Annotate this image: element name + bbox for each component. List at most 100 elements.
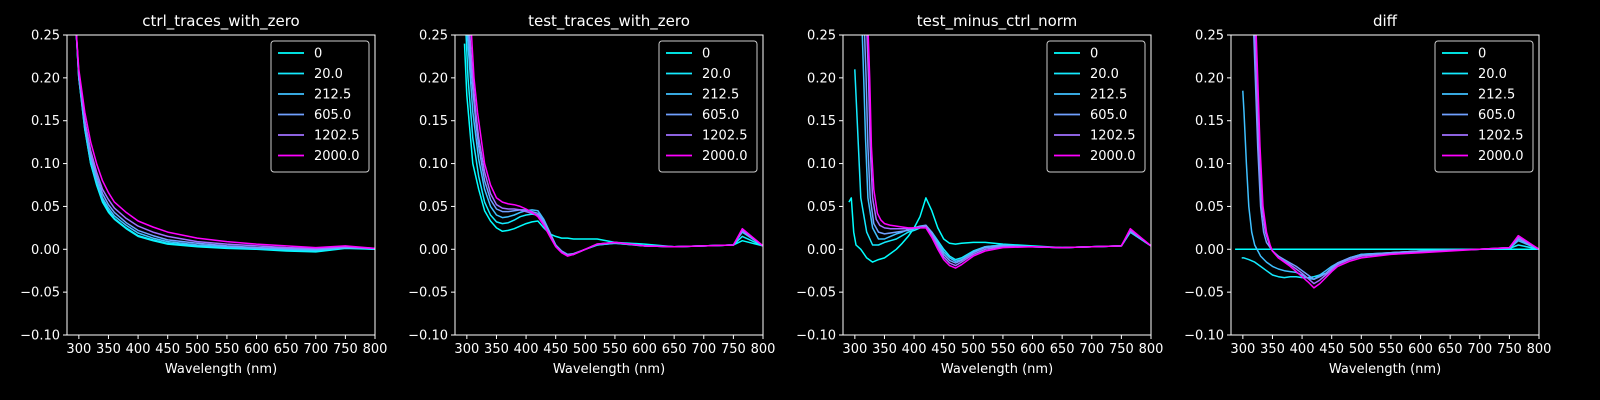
x-tick-label: 300 xyxy=(66,342,91,357)
y-tick-label: 0.20 xyxy=(31,71,60,86)
y-tick-label: 0.10 xyxy=(807,157,836,172)
legend-label: 20.0 xyxy=(702,67,731,82)
x-tick-label: 800 xyxy=(1139,342,1164,357)
axes-frame xyxy=(454,34,764,336)
x-tick-label: 650 xyxy=(1438,342,1463,357)
x-tick-label: 750 xyxy=(1497,342,1522,357)
series-line-212.5 xyxy=(75,35,375,251)
x-tick-label: 800 xyxy=(363,342,388,357)
x-tick-label: 300 xyxy=(842,342,867,357)
legend-label: 212.5 xyxy=(702,88,739,103)
axes-frame xyxy=(842,34,1152,336)
series-line-2000.0 xyxy=(75,35,375,250)
legend: 0 20.0 212.5 605.0 1202.5 2000.0 xyxy=(1434,40,1534,173)
subplot-2: 300 350 400 450 500 550 600 650 700 750 800 −0.10 −0… xyxy=(408,12,775,377)
x-tick-label: 300 xyxy=(1230,342,1255,357)
legend-label: 212.5 xyxy=(1090,88,1127,103)
x-tick-label: 400 xyxy=(126,342,151,357)
y-tick-label: 0.25 xyxy=(1195,29,1224,44)
y-tick-label: 0.05 xyxy=(807,200,836,215)
y-tick-label: −0.10 xyxy=(20,329,60,344)
x-tick-label: 450 xyxy=(931,342,956,357)
y-tick-label: −0.10 xyxy=(796,329,836,344)
legend-label: 2000.0 xyxy=(314,149,360,164)
legend-label: 2000.0 xyxy=(702,149,748,164)
x-tick-label: 700 xyxy=(691,342,716,357)
y-tick-label: 0.10 xyxy=(1195,157,1224,172)
x-tick-label: 600 xyxy=(1020,342,1045,357)
x-tick-label: 750 xyxy=(333,342,358,357)
legend-label: 605.0 xyxy=(702,108,739,123)
y-tick-label: 0.00 xyxy=(1195,243,1224,258)
x-tick-label: 550 xyxy=(991,342,1016,357)
y-tick-label: 0.15 xyxy=(1195,114,1224,129)
axes-frame xyxy=(66,34,376,336)
chart-title: ctrl_traces_with_zero xyxy=(142,12,299,31)
y-tick-label: −0.10 xyxy=(1184,329,1224,344)
x-tick-label: 500 xyxy=(1349,342,1374,357)
x-tick-label: 350 xyxy=(96,342,121,357)
y-tick-label: 0.25 xyxy=(419,29,448,44)
x-tick-label: 800 xyxy=(1527,342,1552,357)
legend-label: 1202.5 xyxy=(1478,129,1524,144)
x-tick-label: 600 xyxy=(1408,342,1433,357)
legend-label: 1202.5 xyxy=(314,129,360,144)
legend: 0 20.0 212.5 605.0 1202.5 2000.0 xyxy=(658,40,758,173)
y-tick-label: 0.00 xyxy=(419,243,448,258)
x-tick-label: 500 xyxy=(961,342,986,357)
subplots: 300 350 400 450 500 550 600 650 700 750 800 −0.10 −0… xyxy=(20,12,1551,377)
x-tick-label: 450 xyxy=(155,342,180,357)
series-group xyxy=(75,35,375,253)
x-axis-label: Wavelength (nm) xyxy=(165,362,277,377)
x-axis-label: Wavelength (nm) xyxy=(553,362,665,377)
series-line-605.0 xyxy=(75,35,375,251)
x-tick-label: 800 xyxy=(751,342,776,357)
y-tick-label: −0.05 xyxy=(408,286,448,301)
y-tick-label: −0.05 xyxy=(20,286,60,301)
legend-label: 605.0 xyxy=(314,108,351,123)
x-tick-label: 400 xyxy=(514,342,539,357)
legend: 0 20.0 212.5 605.0 1202.5 2000.0 xyxy=(1046,40,1146,173)
series-line-2000.0 xyxy=(867,35,1151,269)
x-tick-label: 350 xyxy=(484,342,509,357)
y-tick-label: 0.20 xyxy=(1195,71,1224,86)
chart-title: test_minus_ctrl_norm xyxy=(917,12,1078,31)
y-tick-label: −0.05 xyxy=(1184,286,1224,301)
legend-label: 20.0 xyxy=(1478,67,1507,82)
y-tick-label: 0.15 xyxy=(31,114,60,129)
x-tick-label: 400 xyxy=(1290,342,1315,357)
series-line-0 xyxy=(463,43,763,248)
axes-frame xyxy=(1230,34,1540,336)
y-tick-label: 0.00 xyxy=(807,243,836,258)
x-tick-label: 750 xyxy=(721,342,746,357)
x-tick-label: 650 xyxy=(662,342,687,357)
x-tick-label: 600 xyxy=(244,342,269,357)
y-tick-label: 0.25 xyxy=(31,29,60,44)
legend-label: 605.0 xyxy=(1090,108,1127,123)
y-tick-label: 0.05 xyxy=(31,200,60,215)
x-tick-label: 600 xyxy=(632,342,657,357)
legend-label: 2000.0 xyxy=(1090,149,1136,164)
legend: 0 20.0 212.5 605.0 1202.5 2000.0 xyxy=(270,40,370,173)
series-group xyxy=(848,35,1151,269)
x-tick-label: 500 xyxy=(573,342,598,357)
series-line-1202.5 xyxy=(75,35,375,250)
x-tick-label: 650 xyxy=(1050,342,1075,357)
x-axis-label: Wavelength (nm) xyxy=(1329,362,1441,377)
x-tick-label: 450 xyxy=(1319,342,1344,357)
legend-label: 1202.5 xyxy=(702,129,748,144)
series-line-2000.0 xyxy=(470,35,763,257)
y-tick-label: 0.15 xyxy=(807,114,836,129)
x-tick-label: 400 xyxy=(902,342,927,357)
series-group xyxy=(1235,35,1539,289)
series-group xyxy=(463,35,763,257)
y-tick-label: 0.05 xyxy=(419,200,448,215)
legend-label: 0 xyxy=(314,47,322,62)
y-tick-label: 0.25 xyxy=(807,29,836,44)
x-tick-label: 700 xyxy=(303,342,328,357)
y-tick-label: 0.10 xyxy=(31,157,60,172)
legend-label: 0 xyxy=(1478,47,1486,62)
y-tick-label: −0.10 xyxy=(408,329,448,344)
